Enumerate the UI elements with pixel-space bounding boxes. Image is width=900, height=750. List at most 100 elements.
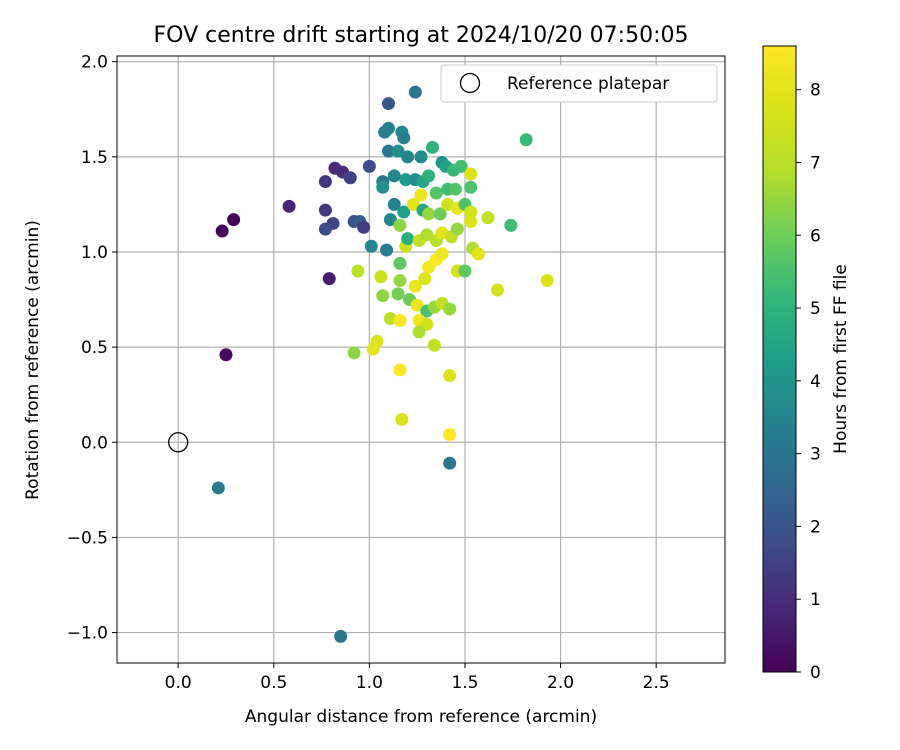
y-tick-label: 0.0 [81, 433, 108, 453]
data-point [376, 289, 390, 303]
data-point [318, 175, 332, 189]
y-axis-label: Rotation from reference (arcmin) [23, 220, 43, 500]
data-point [343, 171, 357, 185]
data-point [420, 228, 434, 242]
data-point [414, 150, 428, 164]
y-axis-ticks: −1.0 −0.5 0.0 0.5 1.0 1.5 2.0 [67, 53, 117, 644]
data-point [393, 363, 407, 377]
plot-frame [116, 55, 726, 664]
data-point [425, 140, 439, 154]
data-point [414, 188, 428, 202]
data-point [397, 205, 411, 219]
colorbar-tick-label: 2 [810, 517, 821, 537]
x-tick-label: 0.0 [165, 673, 192, 693]
data-point [408, 85, 422, 99]
data-point [318, 222, 332, 236]
data-point [376, 180, 390, 194]
data-point [471, 247, 485, 261]
data-point [362, 159, 376, 173]
data-point [393, 274, 407, 288]
data-point [454, 159, 468, 173]
data-point [391, 287, 405, 301]
y-tick-label: −0.5 [67, 528, 108, 548]
data-point [322, 272, 336, 286]
x-tick-label: 0.5 [260, 673, 287, 693]
data-point [401, 232, 415, 246]
data-point [443, 428, 457, 442]
data-point [443, 456, 457, 470]
data-point [481, 211, 495, 225]
legend-entry-reference: Reference platepar [507, 74, 669, 94]
x-tick-label: 2.5 [643, 673, 670, 693]
x-axis-ticks: 0.0 0.5 1.0 1.5 2.0 2.5 [165, 663, 670, 693]
data-point [381, 144, 395, 158]
colorbar-tick-label: 5 [810, 299, 821, 319]
y-tick-label: −1.0 [67, 624, 108, 644]
data-point [464, 167, 478, 181]
data-point [435, 247, 449, 261]
legend-reference-marker [459, 72, 481, 94]
data-point [427, 338, 441, 352]
data-point [519, 133, 533, 147]
data-points [211, 85, 554, 643]
data-point [406, 197, 420, 211]
data-point [464, 205, 478, 219]
y-tick-label: 2.0 [81, 53, 108, 73]
data-point [443, 369, 457, 383]
data-point [401, 150, 415, 164]
data-point [383, 213, 397, 227]
data-point [391, 144, 405, 158]
data-point [397, 131, 411, 145]
data-point [395, 412, 409, 426]
data-point [387, 169, 401, 183]
reference-marker-layer [168, 432, 189, 453]
data-point [387, 197, 401, 211]
colorbar-tick-label: 8 [810, 81, 821, 101]
data-point [422, 207, 436, 221]
x-axis-label: Angular distance from reference (arcmin) [245, 707, 597, 727]
colorbar-label: Hours from first FF file [831, 264, 851, 454]
y-tick-label: 0.5 [81, 338, 108, 358]
colorbar-ticks: 0 1 2 3 4 5 6 7 8 [796, 81, 821, 683]
data-point [412, 325, 426, 339]
data-point [410, 298, 424, 312]
y-tick-label: 1.0 [81, 243, 108, 263]
data-point [429, 186, 443, 200]
data-point [504, 218, 518, 232]
colorbar-tick-label: 6 [810, 226, 821, 246]
chart-title: FOV centre drift starting at 2024/10/20 … [154, 23, 689, 48]
colorbar-tick-label: 1 [810, 590, 821, 610]
colorbar-tick-label: 4 [810, 372, 821, 392]
data-point [393, 313, 407, 327]
y-tick-label: 1.5 [81, 148, 108, 168]
data-point [347, 346, 361, 360]
data-point [464, 180, 478, 194]
data-point [282, 199, 296, 213]
data-point [448, 182, 462, 196]
data-point [393, 218, 407, 232]
data-point [380, 243, 394, 257]
data-point [364, 239, 378, 253]
data-point [374, 270, 388, 284]
legend: Reference platepar [440, 64, 718, 103]
data-point [422, 169, 436, 183]
data-point [357, 220, 371, 234]
data-point [540, 274, 554, 288]
legend-box [440, 64, 718, 103]
data-point [408, 279, 422, 293]
grid-lines [117, 56, 725, 663]
data-point [211, 481, 225, 495]
colorbar-tick-label: 7 [810, 153, 821, 173]
data-point [418, 272, 432, 286]
data-point [351, 264, 365, 278]
data-point [443, 302, 457, 316]
colorbar-tick-label: 3 [810, 445, 821, 465]
data-point [318, 203, 332, 217]
data-point [366, 342, 380, 356]
x-tick-label: 1.0 [356, 673, 383, 693]
x-tick-label: 2.0 [547, 673, 574, 693]
reference-platepar-marker [168, 432, 189, 453]
data-point [433, 207, 447, 221]
x-tick-label: 1.5 [451, 673, 478, 693]
